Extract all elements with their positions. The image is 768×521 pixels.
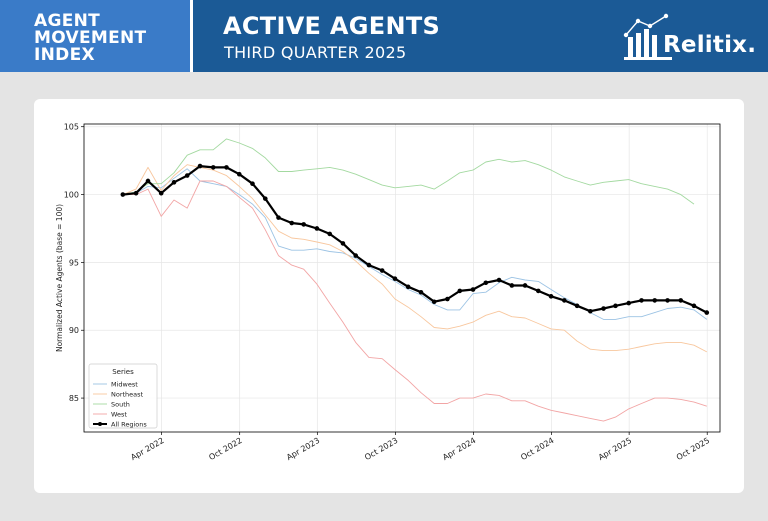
all-regions-point [639,298,644,303]
all-regions-point [379,268,385,273]
logo-wordmark: Relitix. [663,32,757,58]
series-line-west [122,180,707,422]
legend-box [88,363,158,429]
all-regions-point [197,163,203,169]
y-tick-label: 95 [69,258,79,267]
page-title: ACTIVE AGENTS [223,12,441,40]
axis-ticks: 85 90 95 100 105 Apr 2022 Oct 2022 Apr 2023 Oct … [64,123,711,462]
relitix-logo-icon [623,13,672,60]
chart-card: 85 90 95 100 105 Apr 2022 Oct 2022 Apr 2023 Oct … [34,99,744,493]
all-regions-point [133,190,139,196]
page-subtitle: THIRD QUARTER 2025 [224,43,407,62]
all-regions-point [171,180,177,185]
grid-lines [84,124,720,432]
legend: Series Midwest Northeast South West All Regio… [88,363,158,429]
header-divider [190,0,193,72]
plot-frame [83,123,721,433]
legend-entry: All Regions [111,420,147,428]
x-tick-label: Apr 2025 [597,436,633,462]
all-regions-point [626,300,632,306]
all-regions-point [691,303,697,309]
all-regions-point [574,303,580,309]
all-regions-point [535,288,541,294]
all-regions-point [353,253,359,258]
x-tick-label: Apr 2024 [441,436,477,462]
all-regions-point [210,165,216,170]
all-regions-point [601,306,606,311]
all-regions-point [431,299,437,305]
all-regions-point [418,289,424,295]
all-regions-point [613,303,618,309]
all-regions-point [250,181,255,187]
all-regions-point [392,276,398,281]
all-regions-point [457,288,463,294]
x-tick-label: Oct 2022 [207,436,243,462]
all-regions-point [366,262,372,268]
all-regions-point [405,284,411,290]
all-regions-point [327,231,332,237]
legend-marker [98,422,102,426]
all-regions-point [145,178,151,184]
all-regions-point [522,283,528,288]
all-regions-point [483,280,489,286]
x-tick-label: Oct 2024 [519,436,555,462]
all-regions-point [184,173,190,178]
series-line-midwest [122,168,708,320]
badge-line-2: MOVEMENT [34,28,147,48]
all-regions-point [314,226,320,231]
all-regions-point [509,283,515,288]
all-regions-point [262,196,268,201]
header-banner: AGENT MOVEMENT INDEX ACTIVE AGENTS THIRD… [0,0,768,72]
series-lines [120,138,710,422]
series-line-northeast [122,164,708,353]
all-regions-point [224,165,229,170]
all-regions-point [340,241,346,246]
legend-entry: Northeast [111,390,144,398]
all-regions-point [678,298,684,303]
all-regions-point [289,220,295,226]
y-tick-label: 100 [64,191,79,200]
all-regions-point [158,190,164,196]
all-regions-point [562,298,567,303]
legend-entry: South [111,400,130,408]
index-badge: AGENT MOVEMENT INDEX [0,0,190,72]
legend-entry: West [111,410,127,418]
all-regions-point [301,222,306,227]
y-tick-label: 105 [64,123,79,132]
all-regions-point [548,294,554,299]
badge-line-3: INDEX [34,45,95,65]
all-regions-point [470,287,476,292]
series-line-all-regions [122,164,708,314]
line-chart: 85 90 95 100 105 Apr 2022 Oct 2022 Apr 2023 Oct … [55,123,721,462]
all-regions-point [236,171,242,177]
badge-line-1: AGENT [34,11,101,31]
legend-title: Series [112,368,134,376]
series-line-south [122,138,695,205]
x-tick-label: Apr 2023 [285,436,321,462]
y-tick-label: 85 [69,394,79,403]
all-regions-point [120,192,126,197]
x-tick-label: Apr 2022 [129,436,165,462]
all-regions-point [496,277,502,283]
all-regions-point [652,298,658,303]
all-regions-point [665,298,670,303]
x-tick-label: Oct 2023 [363,436,399,462]
all-regions-point [588,308,593,314]
x-tick-label: Oct 2025 [675,436,711,462]
all-regions-point [276,215,281,220]
y-axis-label: Normalized Active Agents (base = 100) [55,204,64,352]
legend-entry: Midwest [111,380,138,388]
all-regions-point [445,296,450,302]
all-regions-point [704,310,710,315]
y-tick-label: 90 [69,326,79,335]
